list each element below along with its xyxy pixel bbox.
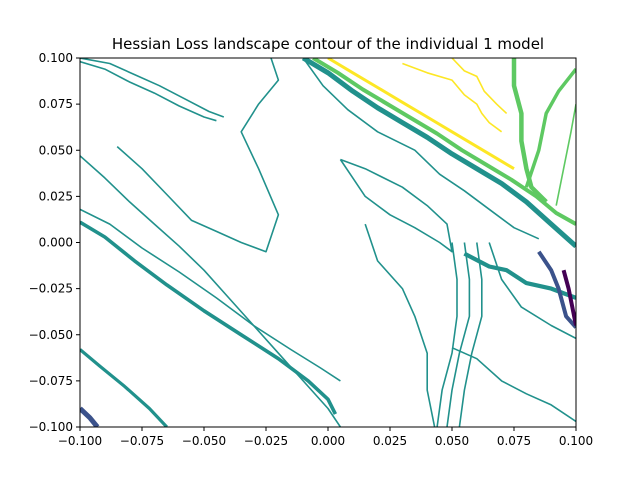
x-tick-label: 0.075	[497, 434, 531, 448]
contour-line	[524, 68, 576, 188]
contour-line	[339, 158, 453, 253]
contour-line	[555, 103, 576, 206]
x-tick-label: 0.100	[559, 434, 593, 448]
y-tick-label: 0.050	[39, 143, 73, 157]
x-tick-label: −0.025	[244, 434, 288, 448]
contour-line	[458, 242, 483, 427]
contour-line	[327, 58, 515, 170]
contour-line	[80, 348, 168, 427]
chart-title: Hessian Loss landscape contour of the in…	[112, 35, 544, 53]
contour-line	[446, 242, 471, 427]
contour-line	[80, 155, 342, 427]
contour-line	[116, 58, 280, 253]
contour-line	[80, 58, 225, 118]
y-tick-label: 0.025	[39, 189, 73, 203]
contour-line	[511, 58, 548, 204]
x-tick-label: −0.050	[182, 434, 226, 448]
contour-line	[364, 223, 436, 427]
contour-lines	[80, 58, 576, 427]
y-tick-label: 0.000	[39, 236, 73, 250]
contour-line	[463, 251, 576, 300]
contour-line	[561, 269, 576, 326]
y-tick-label: −0.075	[29, 374, 73, 388]
x-tick-label: 0.000	[311, 434, 345, 448]
contour-line	[451, 58, 508, 114]
contour-line	[436, 242, 458, 427]
x-tick-label: 0.025	[373, 434, 407, 448]
x-tick-label: −0.100	[58, 434, 102, 448]
y-tick-label: −0.050	[29, 328, 73, 342]
y-tick-label: 0.075	[39, 97, 73, 111]
contour-line	[451, 346, 576, 423]
contour-line	[302, 58, 540, 240]
y-tick-label: −0.025	[29, 282, 73, 296]
contour-line	[312, 58, 576, 226]
y-tick-label: 0.100	[39, 51, 73, 65]
contour-line	[80, 208, 341, 382]
x-tick-label: −0.075	[120, 434, 164, 448]
x-axis: −0.100 −0.075 −0.050 −0.025 0.000 0.025 0.050 0…	[58, 427, 593, 448]
y-tick-label: −0.100	[29, 420, 73, 434]
y-axis: −0.100 −0.075 −0.050 −0.025 0.000 0.025 0.050 0…	[29, 51, 80, 434]
contour-line	[402, 62, 503, 133]
contour-line	[80, 220, 338, 415]
contour-line	[80, 406, 100, 427]
contour-line	[80, 60, 217, 122]
x-tick-label: 0.050	[435, 434, 469, 448]
contour-line	[301, 58, 576, 249]
contour-line	[537, 250, 576, 329]
